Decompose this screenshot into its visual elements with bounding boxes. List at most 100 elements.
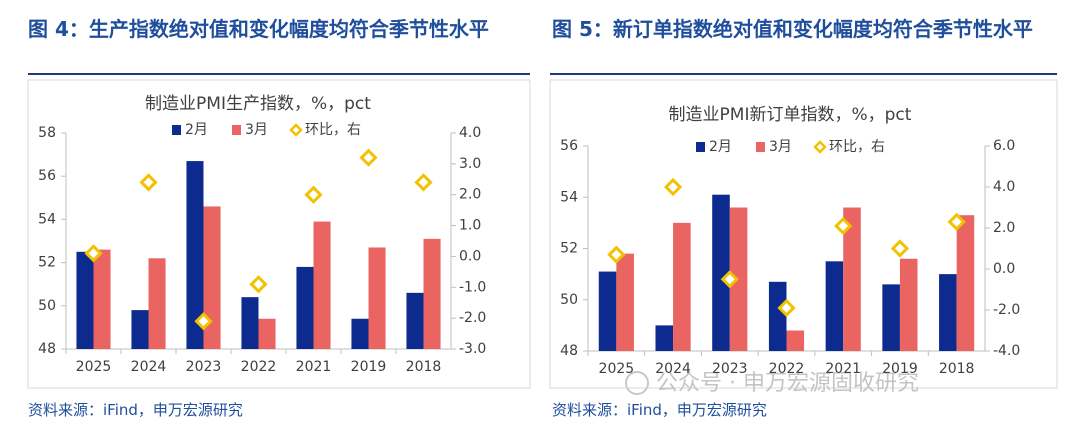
marker [139, 173, 158, 192]
bar [786, 330, 805, 351]
bar [241, 297, 259, 349]
figure-title: 图 4：生产指数绝对值和变化幅度均符合季节性水平 [28, 17, 489, 41]
legend-label: 环比，右 [305, 122, 361, 138]
x-tick-label: 2021 [296, 359, 332, 375]
marker [777, 298, 796, 318]
bar [406, 292, 424, 349]
bar [843, 207, 861, 351]
x-tick-label: 2023 [712, 361, 748, 377]
legend-marker [696, 142, 705, 152]
y-tick-label: 50 [560, 292, 578, 308]
legend-marker [172, 125, 181, 135]
bar [899, 258, 918, 351]
marker [834, 216, 853, 236]
y2-tick-label: 4.0 [993, 179, 1015, 195]
y-tick-label: 56 [560, 138, 578, 154]
x-tick-label: 2019 [351, 359, 387, 375]
marker [890, 239, 910, 258]
y2-tick-label: 2.0 [459, 187, 481, 203]
x-tick-label: 2025 [76, 359, 112, 375]
marker [607, 245, 626, 264]
bar [351, 318, 369, 349]
marker [249, 275, 268, 294]
bar [368, 247, 386, 349]
marker [194, 312, 213, 331]
legend-label: 2月 [709, 139, 732, 155]
y2-tick-label: -2.0 [993, 302, 1020, 318]
marker [414, 173, 433, 192]
bar [258, 318, 276, 349]
marker [359, 148, 378, 167]
bar [148, 258, 166, 349]
bar [939, 274, 957, 351]
bar [882, 284, 900, 351]
bar [203, 206, 221, 349]
bar [712, 194, 730, 351]
figure-title: 图 5：新订单指数绝对值和变化幅度均符合季节性水平 [552, 17, 1033, 41]
bar [296, 266, 314, 349]
y2-tick-label: 0.0 [459, 248, 481, 264]
bar [825, 261, 844, 351]
y2-tick-label: -3.0 [459, 341, 486, 357]
y2-tick-label: -4.0 [993, 343, 1020, 359]
y-tick-label: 58 [38, 125, 56, 141]
x-tick-label: 2019 [882, 361, 918, 377]
bar [655, 325, 674, 351]
x-tick-label: 2018 [939, 361, 975, 377]
legend-marker [232, 125, 241, 135]
chart-frame [27, 79, 531, 389]
bar [76, 251, 94, 349]
y2-tick-label: 6.0 [993, 138, 1015, 154]
bar [616, 253, 634, 351]
x-tick-label: 2025 [599, 361, 635, 377]
bar [423, 238, 441, 349]
y-tick-label: 48 [560, 343, 578, 359]
y-tick-label: 48 [38, 341, 56, 357]
source-note: 资料来源：iFind，申万宏源研究 [28, 401, 243, 419]
chart-frame [549, 79, 1058, 389]
y-tick-label: 50 [38, 298, 56, 314]
watermark: 公众号 · 申万宏源固收研究 [656, 371, 919, 396]
watermark-icon [625, 371, 649, 395]
x-tick-label: 2022 [241, 359, 277, 375]
y-tick-label: 56 [38, 168, 56, 184]
x-tick-label: 2023 [186, 359, 222, 375]
marker [84, 244, 103, 263]
y-tick-label: 52 [560, 241, 578, 257]
marker [304, 185, 323, 204]
marker [947, 212, 966, 231]
bar [93, 249, 111, 349]
y-tick-label: 52 [38, 255, 56, 271]
y2-tick-label: -2.0 [459, 310, 486, 326]
bar [768, 281, 787, 351]
legend-marker [756, 142, 765, 152]
legend-label: 3月 [245, 122, 268, 138]
bar [956, 215, 975, 351]
x-tick-label: 2024 [131, 359, 167, 375]
bar [313, 221, 331, 349]
bar [673, 222, 691, 351]
y2-tick-label: 1.0 [459, 218, 481, 234]
marker [720, 270, 739, 289]
chart-title: 制造业PMI生产指数，%，pct [145, 94, 371, 114]
y2-tick-label: -1.0 [459, 279, 486, 295]
source-note: 资料来源：iFind，申万宏源研究 [552, 401, 767, 419]
legend-marker [289, 123, 303, 137]
bar [131, 310, 149, 349]
x-tick-label: 2024 [655, 361, 691, 377]
x-tick-label: 2018 [406, 359, 442, 375]
y2-tick-label: 3.0 [459, 156, 481, 172]
y-tick-label: 54 [38, 211, 56, 227]
chart-title: 制造业PMI新订单指数，%，pct [669, 105, 912, 125]
bar [598, 271, 617, 351]
legend-marker [813, 140, 827, 154]
legend-label: 3月 [769, 139, 792, 155]
legend-label: 2月 [185, 122, 208, 138]
y2-tick-label: 2.0 [993, 220, 1015, 236]
y-tick-label: 54 [560, 189, 578, 205]
bar [186, 161, 204, 349]
x-tick-label: 2022 [769, 361, 805, 377]
y2-tick-label: 0.0 [993, 261, 1015, 277]
